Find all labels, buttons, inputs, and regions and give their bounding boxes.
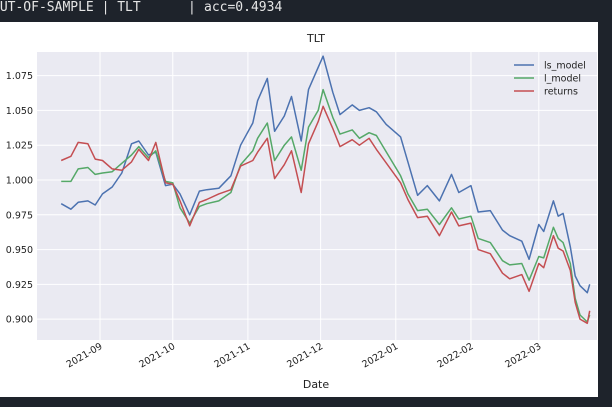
series-line-l-model [61, 88, 591, 323]
legend-label: returns [544, 87, 578, 98]
plot-area [37, 52, 597, 340]
chart-figure: 0.900 0.925 0.950 0.975 1.000 1.025 1.050 1.075… [0, 22, 598, 397]
x-tick-label: 2021-12 [285, 341, 325, 370]
y-tick-label: 1.000 [6, 176, 33, 187]
series-lines [60, 55, 591, 325]
y-tick-label: 1.050 [6, 106, 33, 117]
y-tick-label: 0.950 [6, 245, 33, 256]
legend-label: ls_model [544, 61, 586, 72]
y-tick-label: 1.075 [6, 71, 33, 82]
x-axis-ticks: 2021-09 2021-10 2021-11 2021-12 2022-01 2022-… [65, 341, 544, 370]
terminal-output-line: OUT-OF-SAMPLE | TLT | acc=0.4934 [0, 0, 612, 22]
chart-title: TLT [306, 32, 325, 45]
series-line-ls-model [60, 55, 591, 294]
x-tick-label: 2021-10 [137, 341, 177, 370]
x-axis-label: Date [303, 378, 330, 391]
terminal-separator: | [188, 0, 196, 15]
x-tick-label: 2021-11 [213, 341, 253, 370]
x-tick-label: 2022-02 [436, 341, 476, 370]
y-tick-label: 1.025 [6, 141, 33, 152]
y-tick-label: 0.925 [6, 280, 33, 291]
y-axis-ticks: 0.900 0.925 0.950 0.975 1.000 1.025 1.050 1.075 [6, 71, 33, 325]
x-tick-label: 2022-03 [503, 341, 543, 370]
legend-label: l_model [544, 74, 581, 85]
series-line-returns [60, 105, 591, 325]
x-tick-label: 2021-09 [65, 341, 105, 370]
y-tick-label: 0.975 [6, 210, 33, 221]
x-tick-label: 2022-01 [360, 341, 400, 370]
line-chart: 0.900 0.925 0.950 0.975 1.000 1.025 1.050 1.075… [6, 32, 597, 391]
terminal-label: OUT-OF-SAMPLE | TLT [0, 0, 141, 15]
terminal-accuracy: acc=0.4934 [204, 0, 283, 15]
y-tick-label: 0.900 [6, 315, 33, 326]
